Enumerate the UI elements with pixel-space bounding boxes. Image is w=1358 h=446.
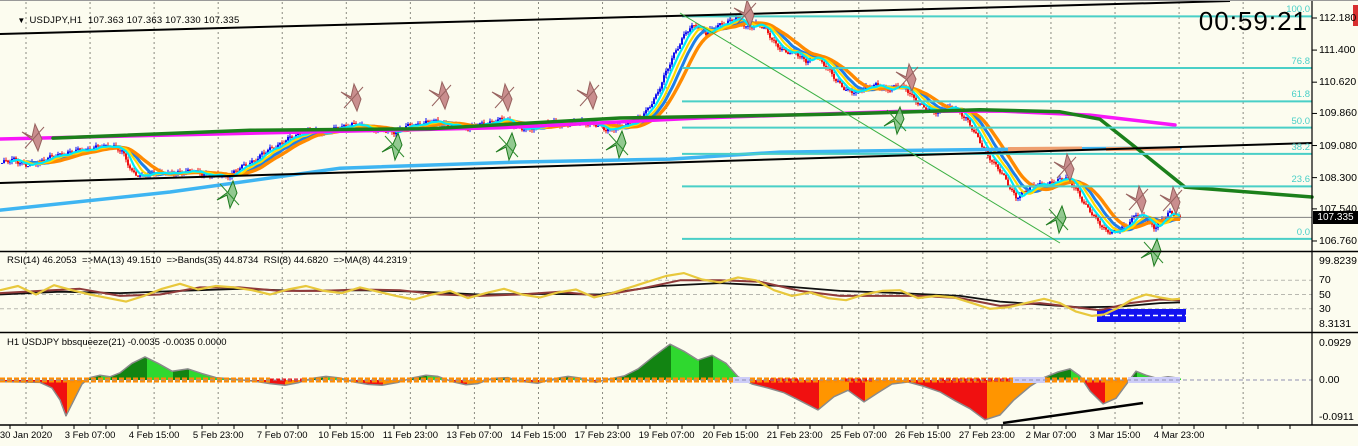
time-tick-label: 3 Mar 15:00: [1089, 430, 1141, 441]
price-tick-label: 112.180: [1319, 12, 1357, 24]
time-tick-label: 11 Feb 23:00: [382, 430, 439, 441]
squeeze-scale-label: 0.00: [1319, 374, 1340, 386]
rsi-scale-label: 99.8239: [1319, 255, 1357, 267]
chart-symbol-ohlc: ▼ USDJPY,H1 107.363 107.363 107.330 107.3…: [6, 4, 240, 37]
fib-level-label: 23.6: [1291, 174, 1311, 186]
rsi-indicator-label: RSI(14) 46.2053 =>MA(13) 49.1510 =>Bands…: [7, 255, 408, 266]
time-tick-label: 3 Feb 07:00: [64, 430, 116, 441]
fib-level-label: 38.2: [1291, 141, 1311, 153]
rsi-scale-label: 30: [1319, 303, 1331, 315]
chart-dropdown-arrow[interactable]: ▼: [17, 16, 26, 25]
price-tick-label: 110.620: [1319, 76, 1357, 89]
rsi-scale-label: 8.3131: [1319, 317, 1352, 330]
price-tick-label: 109.860: [1319, 107, 1357, 120]
time-tick-label: 25 Feb 07:00: [830, 430, 887, 441]
squeeze-scale-label: -0.0911: [1319, 410, 1354, 423]
time-tick-label: 20 Feb 15:00: [702, 430, 759, 441]
time-tick-label: 21 Feb 23:00: [766, 430, 823, 441]
fib-level-label: 100.0: [1286, 4, 1310, 16]
fib-level-label: 0.0: [1296, 226, 1310, 238]
ohlc-values: 107.363 107.363 107.330 107.335: [88, 15, 240, 26]
squeeze-scale-label: 0.0929: [1319, 337, 1352, 349]
rsi-scale-label: 70: [1319, 274, 1331, 286]
price-tick-label: 107.540: [1319, 202, 1357, 215]
time-tick-label: 13 Feb 07:00: [446, 430, 503, 441]
time-tick-label: 5 Feb 23:00: [192, 430, 244, 441]
fib-level-label: 50.0: [1291, 115, 1311, 127]
price-tick-label: 106.760: [1319, 234, 1357, 247]
time-tick-label: 17 Feb 23:00: [574, 430, 631, 441]
time-tick-label: 26 Feb 15:00: [894, 430, 951, 441]
fib-level-label: 61.8: [1291, 89, 1311, 101]
price-tick-label: 109.080: [1319, 139, 1357, 152]
time-tick-label: 2 Mar 07:00: [1025, 430, 1077, 441]
time-tick-label: 10 Feb 15:00: [318, 430, 375, 441]
bbsqueeze-indicator-label: H1 USDJPY bbsqueeze(21) -0.0035 -0.0035 …: [7, 337, 227, 348]
time-tick-label: 4 Mar 23:00: [1153, 430, 1205, 441]
time-tick-label: 4 Feb 15:00: [128, 430, 180, 441]
price-tick-label: 108.300: [1319, 171, 1357, 184]
symbol-timeframe: USDJPY,H1: [29, 15, 83, 26]
time-tick-label: 7 Feb 07:00: [256, 430, 308, 441]
time-tick-label: 19 Feb 07:00: [638, 430, 695, 441]
fib-level-label: 76.8: [1291, 55, 1311, 67]
time-tick-label: 27 Feb 23:00: [958, 430, 1015, 441]
current-price-badge: 107.335: [1313, 210, 1358, 224]
candle-countdown-timer: 00:59:21: [1198, 6, 1308, 36]
rsi-scale-label: 50: [1319, 288, 1331, 301]
time-tick-label: 14 Feb 15:00: [510, 430, 567, 441]
time-tick-label: 30 Jan 2020: [0, 430, 53, 441]
price-tick-label: 111.400: [1319, 44, 1356, 57]
